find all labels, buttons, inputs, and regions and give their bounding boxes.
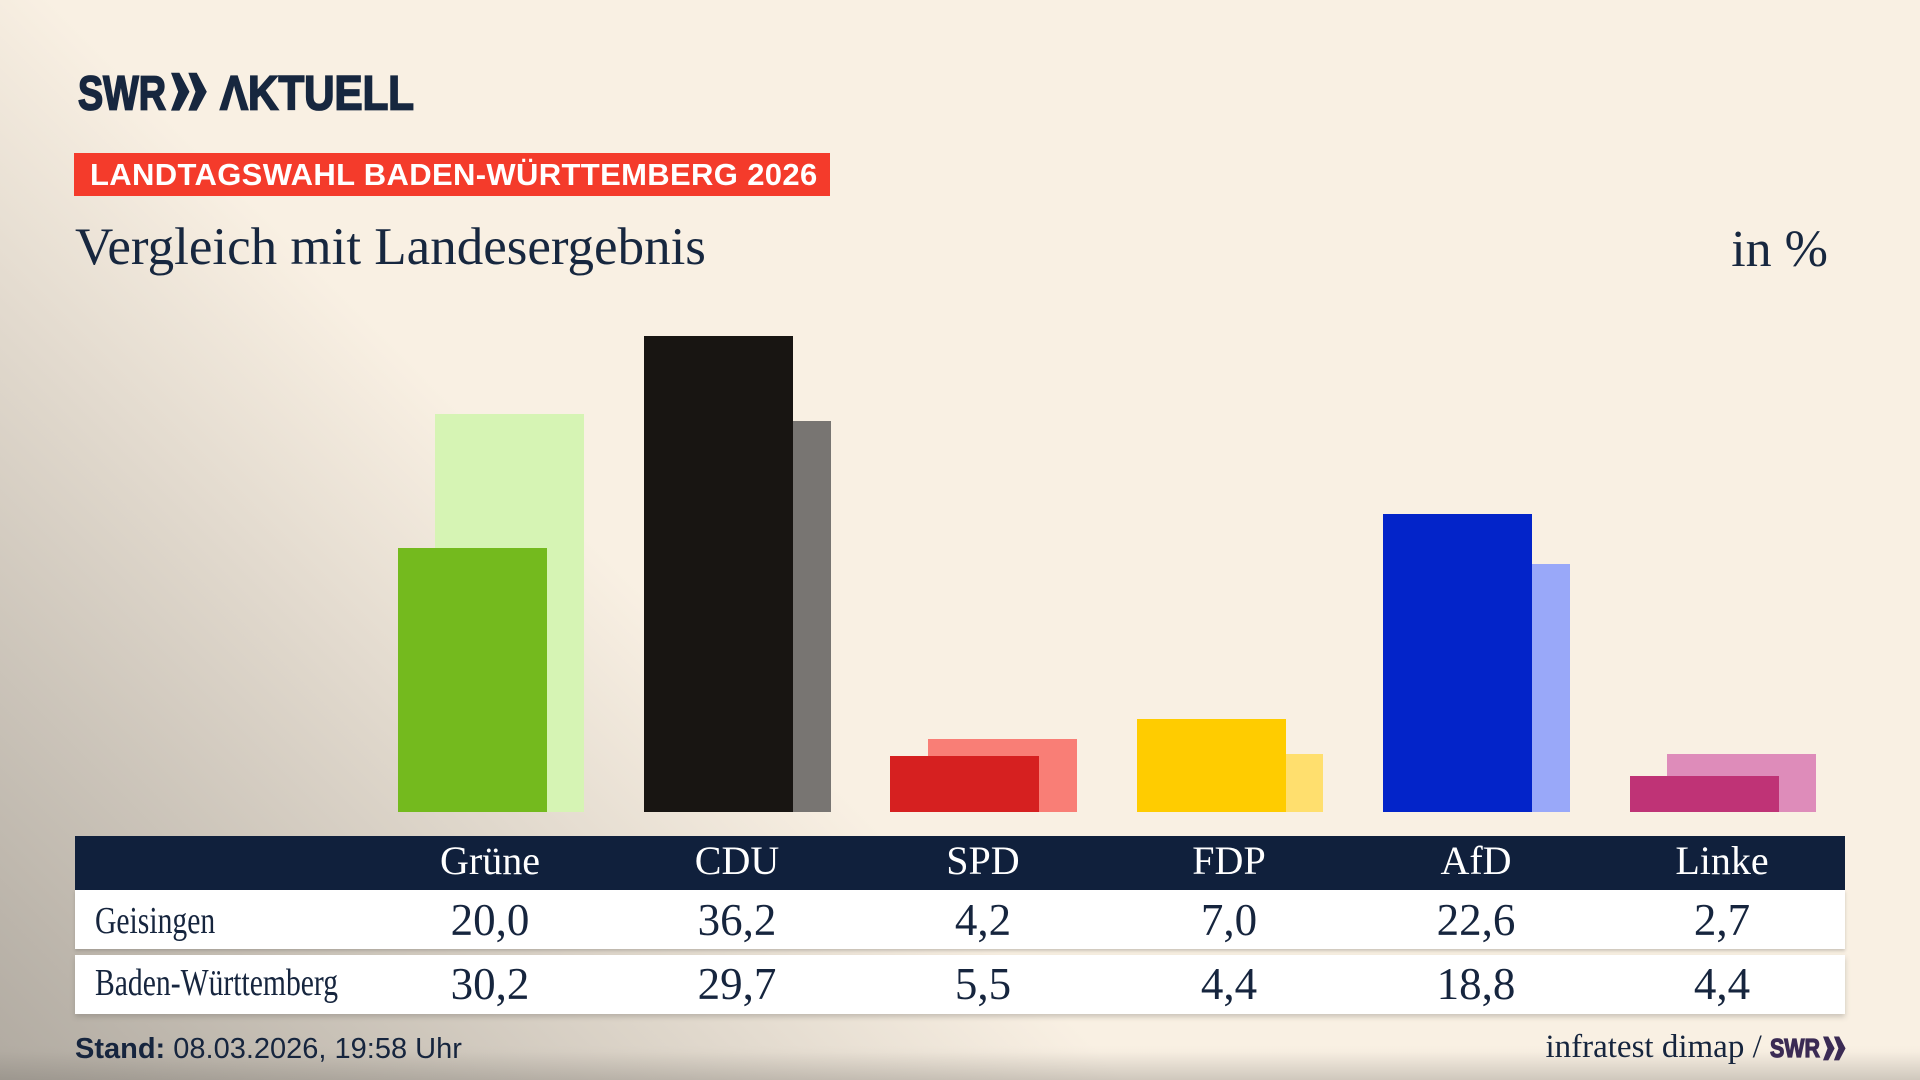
svg-text:ΛKTUELL: ΛKTUELL	[220, 67, 414, 121]
svg-text:SWR: SWR	[78, 67, 166, 121]
svg-text:SWR: SWR	[1770, 1035, 1820, 1063]
